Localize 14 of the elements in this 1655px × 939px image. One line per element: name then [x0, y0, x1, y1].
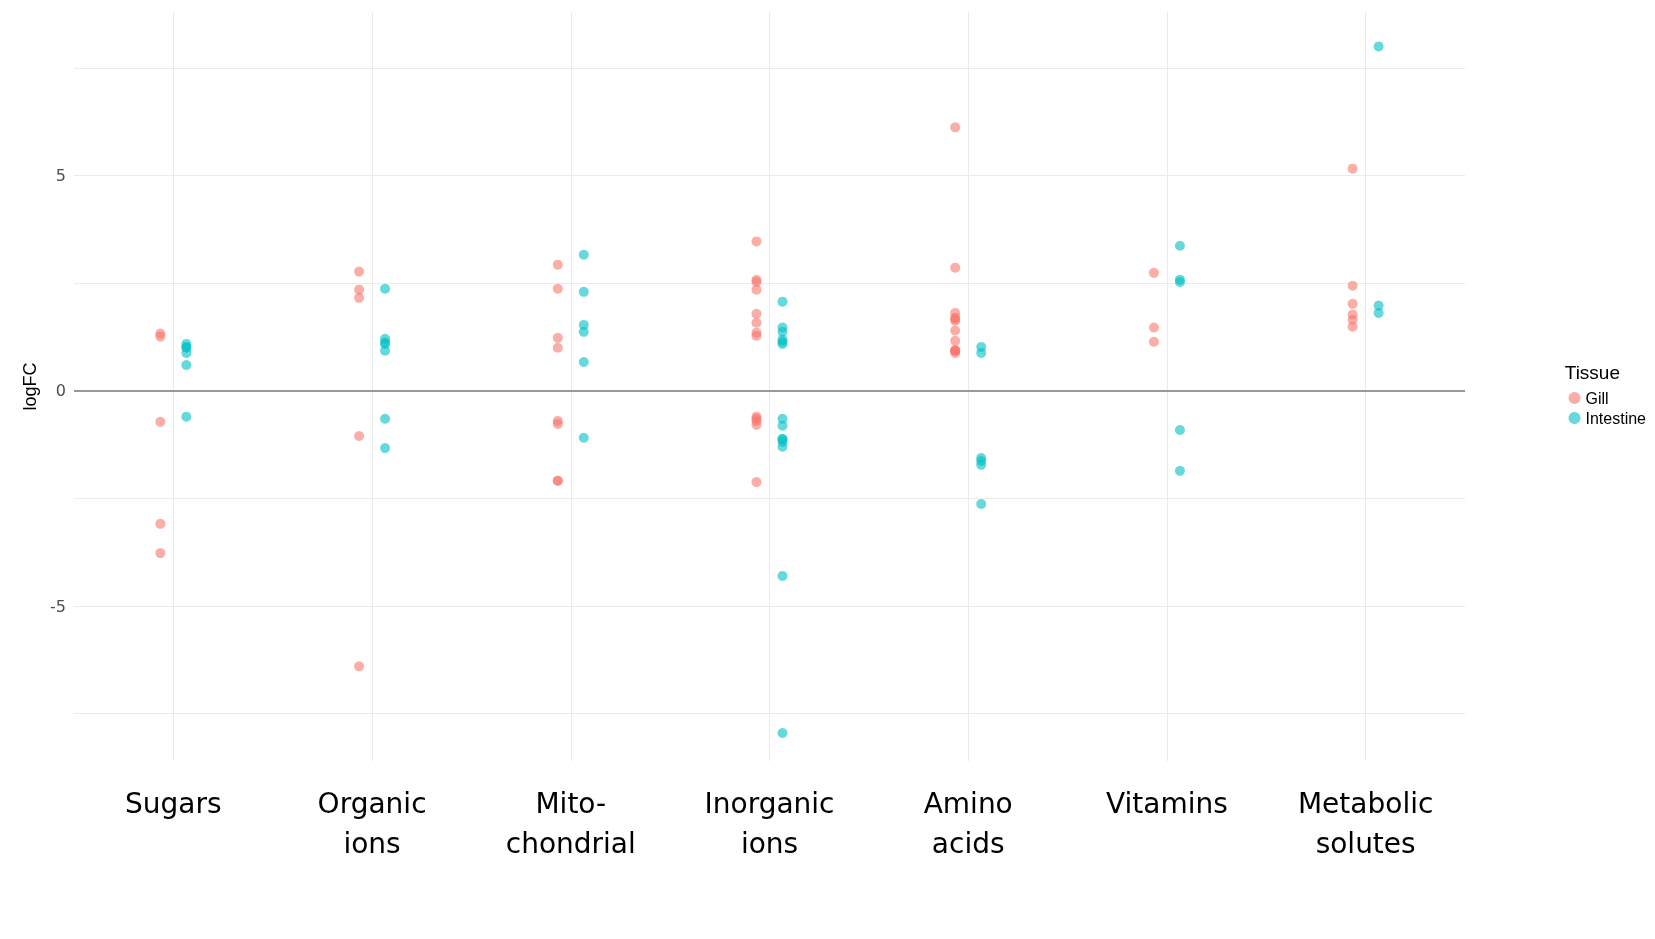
x-tick-label: Metabolic solutes [1297, 786, 1434, 860]
x-tick-label: Organic ions [317, 786, 427, 860]
x-tick-label: Sugars [125, 786, 222, 820]
legend-label: Gill [1585, 389, 1609, 407]
x-tick-label: Mito- chondrial [505, 786, 636, 860]
legend-label: Intestine [1585, 409, 1647, 427]
y-tick-label: 5 [55, 166, 66, 186]
y-tick-label: -5 [50, 596, 66, 616]
legend-title: Tissue [1564, 362, 1621, 383]
y-tick-label: 0 [55, 381, 66, 401]
x-tick-label: Amino acids [923, 786, 1013, 860]
x-tick-label: Inorganic ions [704, 786, 835, 860]
y-axis-title: logFC [20, 362, 41, 411]
x-tick-label: Vitamins [1106, 786, 1228, 820]
